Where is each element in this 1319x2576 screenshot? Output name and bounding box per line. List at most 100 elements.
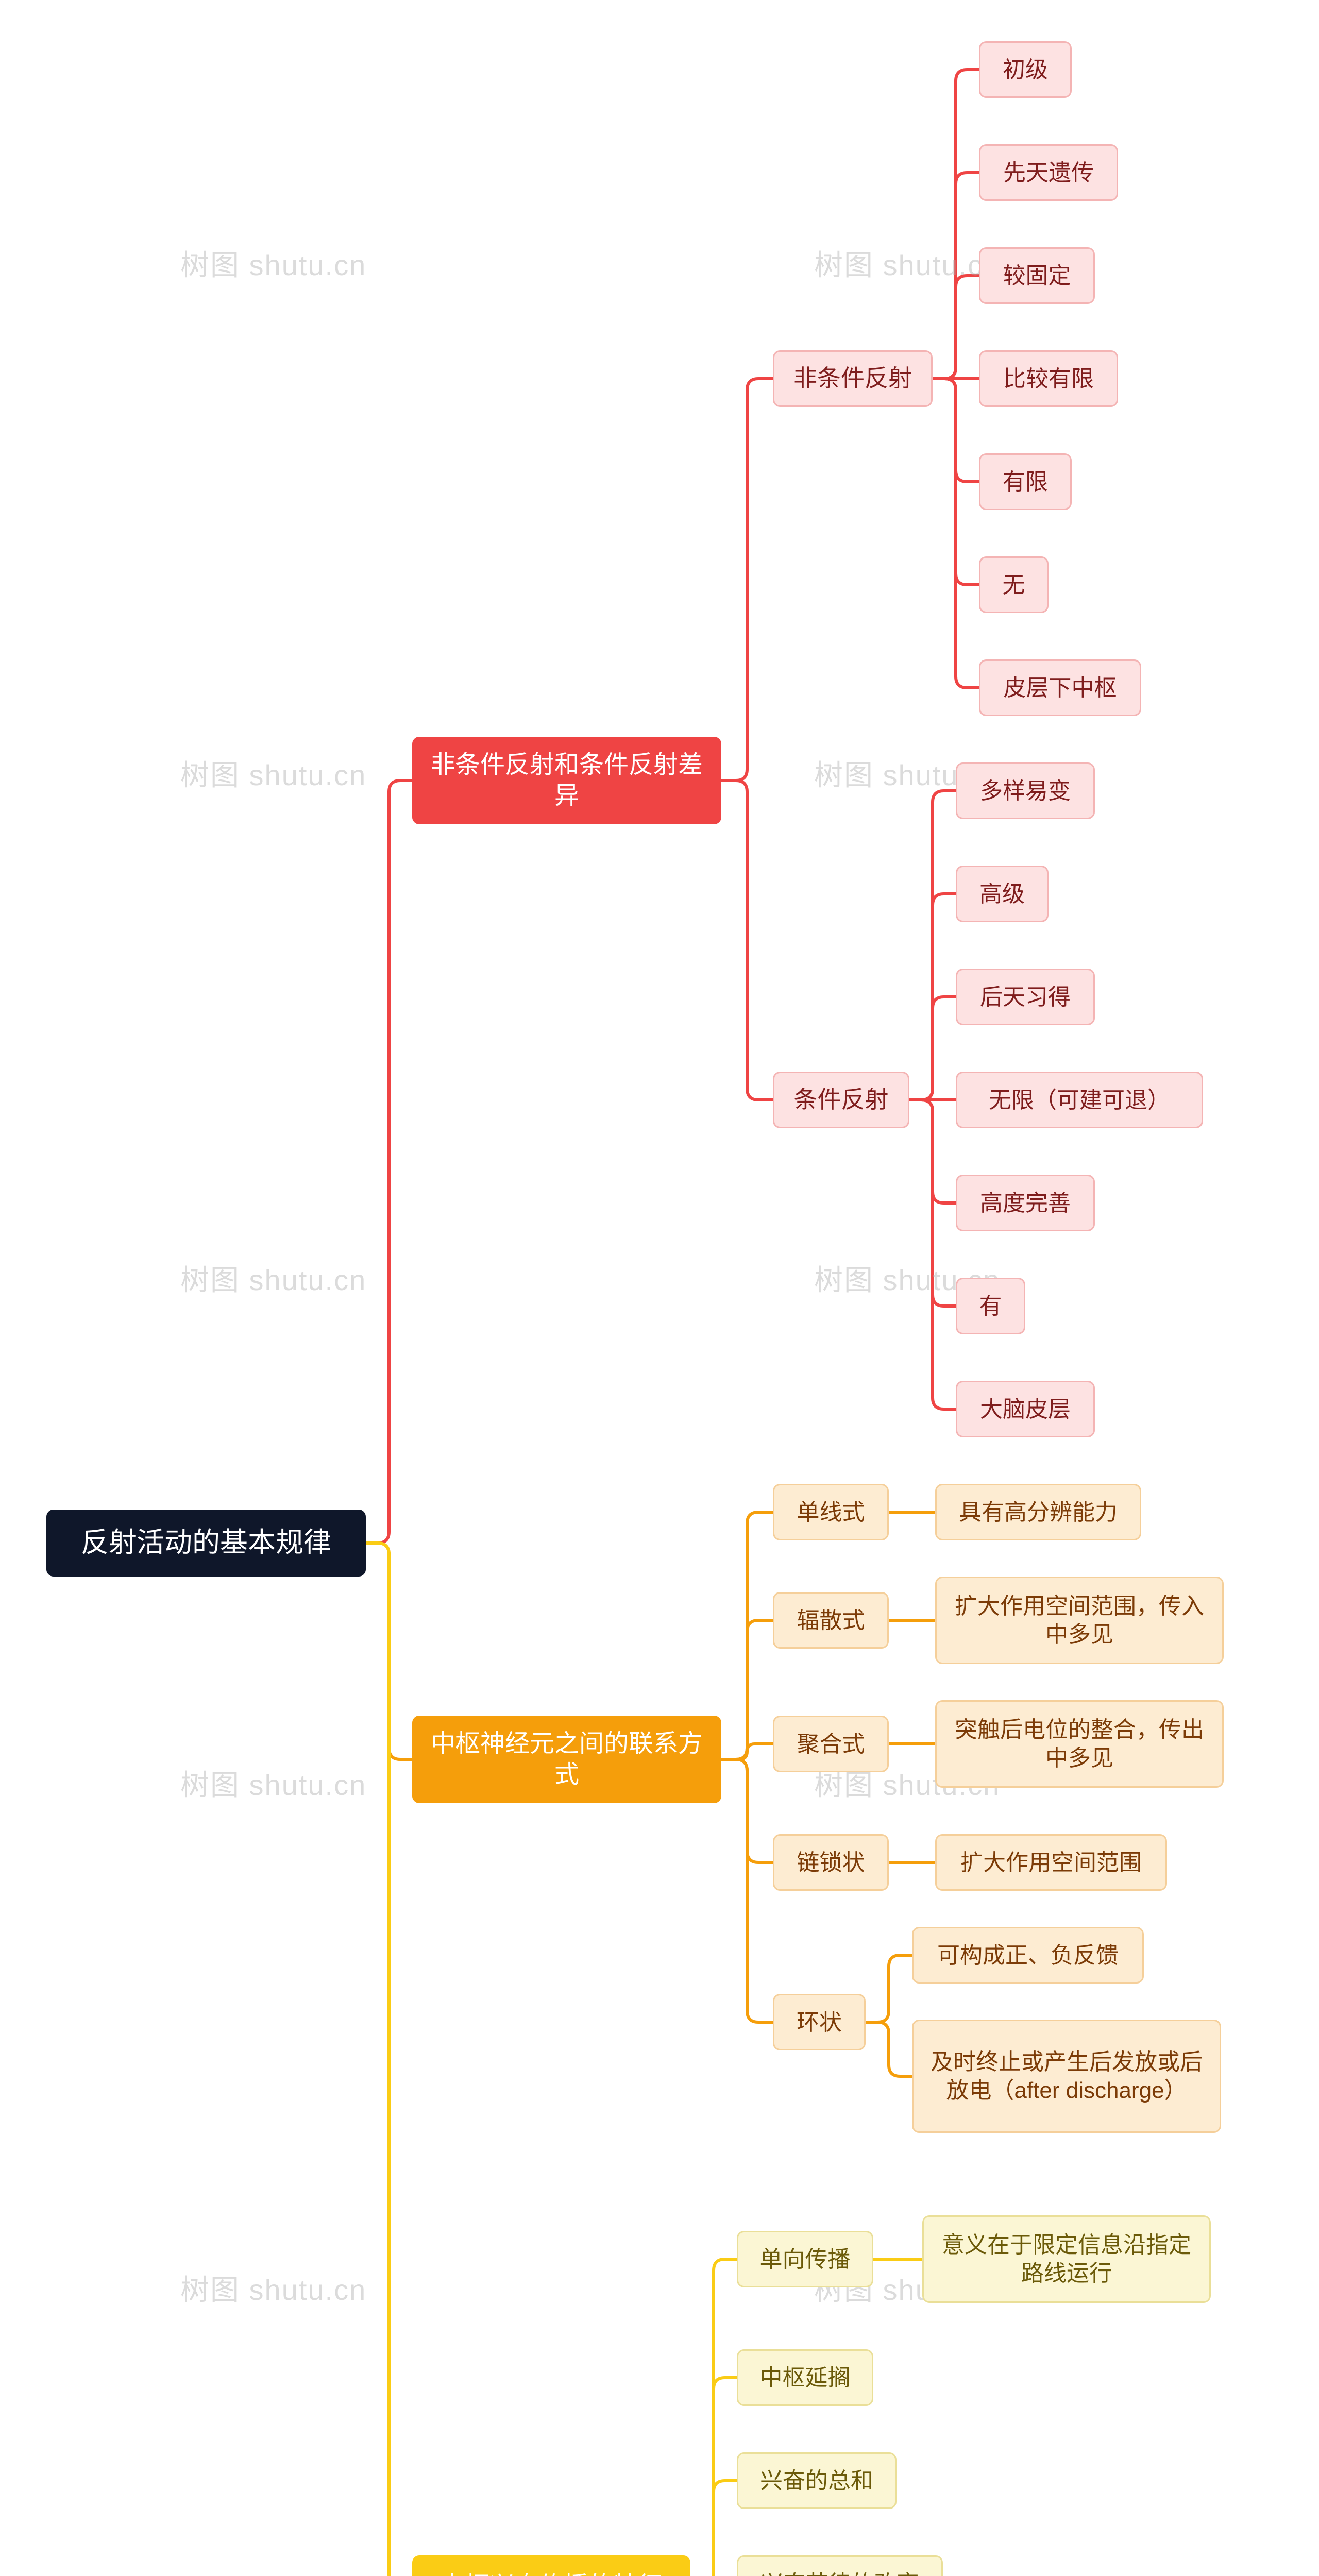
- mindmap-node-b2c1: 突触后电位的整合，传出中多见: [935, 1700, 1224, 1788]
- mindmap-node-label: 比较有限: [1003, 365, 1094, 393]
- mindmap-node-label: 链锁状: [797, 1849, 865, 1877]
- connector: [933, 379, 979, 585]
- mindmap-node-b1b4: 无限（可建可退）: [956, 1072, 1203, 1128]
- mindmap-node-b1a7: 皮层下中枢: [979, 659, 1141, 716]
- mindmap-node-label: 兴奋节律的改变: [760, 2570, 919, 2576]
- mindmap-node-b2b1: 扩大作用空间范围，传入中多见: [935, 1577, 1224, 1664]
- watermark: 树图 shutu.cn: [180, 2267, 366, 2309]
- mindmap-node-label: 扩大作用空间范围: [960, 1849, 1142, 1877]
- mindmap-node-b3: 中枢兴奋传播的特征: [412, 2555, 690, 2576]
- watermark: 树图 shutu.cn: [180, 242, 366, 284]
- mindmap-node-label: 聚合式: [797, 1730, 865, 1758]
- mindmap-node-label: 辐散式: [797, 1606, 865, 1635]
- mindmap-node-b1b5: 高度完善: [956, 1175, 1095, 1231]
- mindmap-node-b2a1: 具有高分辨能力: [935, 1484, 1141, 1540]
- mindmap-node-label: 先天遗传: [1003, 159, 1094, 187]
- mindmap-node-label: 后天习得: [980, 983, 1071, 1011]
- connector: [933, 173, 979, 379]
- mindmap-node-label: 中枢神经元之间的联系方式: [427, 1728, 706, 1790]
- watermark: 树图 shutu.cn: [180, 1257, 366, 1299]
- mindmap-node-label: 环状: [797, 2008, 842, 2037]
- watermark: 树图 shutu.cn: [814, 242, 1000, 284]
- mindmap-node-label: 皮层下中枢: [1004, 674, 1117, 702]
- connector: [721, 1620, 773, 1759]
- mindmap-node-label: 高级: [979, 880, 1025, 908]
- connector: [721, 1512, 773, 1759]
- mindmap-node-b3a1: 意义在于限定信息沿指定路线运行: [922, 2215, 1211, 2303]
- connector: [721, 379, 773, 781]
- connector: [909, 894, 956, 1100]
- connector: [909, 997, 956, 1100]
- mindmap-node-b1: 非条件反射和条件反射差异: [412, 737, 721, 824]
- connector: [690, 2259, 737, 2576]
- connector: [366, 1543, 412, 1759]
- mindmap-node-label: 较固定: [1003, 262, 1071, 290]
- connector: [909, 1100, 956, 1306]
- mindmap-node-b1b2: 高级: [956, 866, 1049, 922]
- connector: [933, 70, 979, 379]
- connector: [721, 781, 773, 1100]
- connector: [933, 276, 979, 379]
- mindmap-node-b3d: 兴奋节律的改变: [737, 2555, 943, 2576]
- mindmap-node-b2e: 环状: [773, 1994, 866, 2050]
- mindmap-node-label: 非条件反射: [793, 364, 912, 394]
- connector: [721, 1744, 773, 1759]
- mindmap-node-b2a: 单线式: [773, 1484, 889, 1540]
- mindmap-node-b2d: 链锁状: [773, 1834, 889, 1891]
- mindmap-node-b2b: 辐散式: [773, 1592, 889, 1649]
- mindmap-node-b3a: 单向传播: [737, 2231, 873, 2287]
- mindmap-node-label: 意义在于限定信息沿指定路线运行: [937, 2231, 1196, 2287]
- mindmap-node-label: 初级: [1003, 56, 1048, 84]
- connector: [933, 379, 979, 482]
- mindmap-node-b1b1: 多样易变: [956, 762, 1095, 819]
- mindmap-node-b2d1: 扩大作用空间范围: [935, 1834, 1167, 1891]
- mindmap-node-b1b7: 大脑皮层: [956, 1381, 1095, 1437]
- connector: [909, 791, 956, 1100]
- mindmap-node-b3b: 中枢延搁: [737, 2349, 873, 2406]
- connector: [866, 2022, 912, 2076]
- mindmap-node-b1a3: 较固定: [979, 247, 1095, 304]
- connector: [933, 379, 979, 688]
- mindmap-node-label: 有: [979, 1292, 1002, 1320]
- connector: [690, 2481, 737, 2576]
- connector: [909, 1100, 956, 1409]
- mindmap-node-b1a4: 比较有限: [979, 350, 1118, 407]
- mindmap-node-b2: 中枢神经元之间的联系方式: [412, 1716, 721, 1803]
- mindmap-node-b1b: 条件反射: [773, 1072, 909, 1128]
- mindmap-node-b1b3: 后天习得: [956, 969, 1095, 1025]
- mindmap-node-label: 具有高分辨能力: [959, 1498, 1118, 1527]
- mindmap-node-label: 及时终止或产生后发放或后放电（after discharge）: [927, 2048, 1206, 2105]
- connectors-layer: [0, 0, 1319, 2576]
- mindmap-node-label: 单向传播: [760, 2245, 851, 2274]
- mindmap-node-label: 有限: [1003, 468, 1048, 496]
- mindmap-node-b1a6: 无: [979, 556, 1049, 613]
- mindmap-node-root: 反射活动的基本规律: [46, 1510, 366, 1577]
- mindmap-node-label: 扩大作用空间范围，传入中多见: [950, 1592, 1209, 1649]
- mindmap-node-label: 单线式: [797, 1498, 865, 1527]
- connector: [366, 781, 412, 1543]
- connector: [721, 1759, 773, 2022]
- mindmap-node-b1a2: 先天遗传: [979, 144, 1118, 201]
- connector: [909, 1100, 956, 1203]
- mindmap-node-label: 突触后电位的整合，传出中多见: [950, 1716, 1209, 1772]
- mindmap-node-label: 非条件反射和条件反射差异: [427, 750, 706, 811]
- mindmap-node-label: 无限（可建可退）: [989, 1086, 1170, 1114]
- watermark: 树图 shutu.cn: [180, 1762, 366, 1804]
- mindmap-node-b2e2: 及时终止或产生后发放或后放电（after discharge）: [912, 2020, 1221, 2133]
- mindmap-node-b2e1: 可构成正、负反馈: [912, 1927, 1144, 1984]
- mindmap-node-label: 兴奋的总和: [760, 2467, 873, 2495]
- mindmap-node-b1a: 非条件反射: [773, 350, 933, 407]
- mindmap-node-label: 多样易变: [980, 777, 1071, 805]
- mindmap-node-b1b6: 有: [956, 1278, 1025, 1334]
- mindmap-node-label: 中枢兴奋传播的特征: [440, 2571, 663, 2576]
- watermark: 树图 shutu.cn: [180, 752, 366, 794]
- mindmap-node-label: 可构成正、负反馈: [937, 1941, 1119, 1970]
- mindmap-node-label: 大脑皮层: [980, 1395, 1071, 1423]
- mindmap-node-label: 高度完善: [980, 1189, 1071, 1217]
- connector: [366, 1543, 412, 2576]
- mindmap-node-label: 中枢延搁: [760, 2364, 851, 2392]
- mindmap-node-label: 条件反射: [794, 1085, 889, 1115]
- mindmap-node-label: 无: [1003, 571, 1025, 599]
- connector: [721, 1759, 773, 1862]
- mindmap-node-b3c: 兴奋的总和: [737, 2452, 897, 2509]
